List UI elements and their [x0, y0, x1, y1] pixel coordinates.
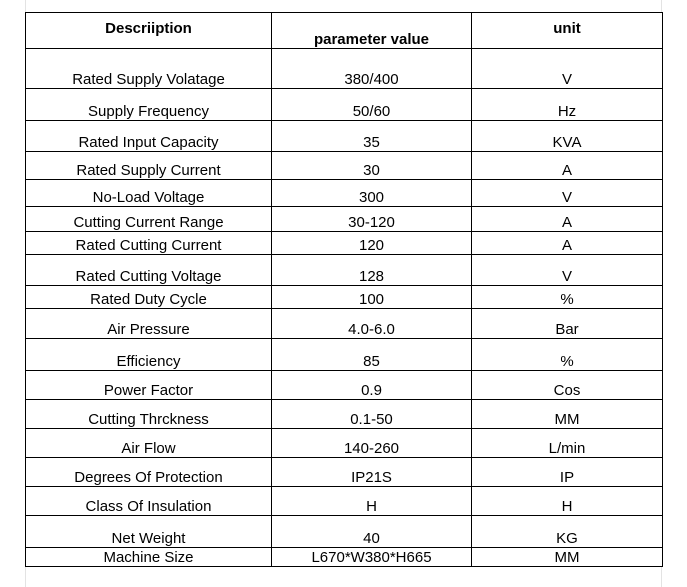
value-cell: 128	[271, 254, 472, 286]
description-cell: Cutting Current Range	[25, 206, 272, 232]
unit-cell: V	[471, 48, 663, 89]
unit-cell: MM	[471, 547, 663, 567]
value-cell: H	[271, 486, 472, 516]
unit-cell: Bar	[471, 308, 663, 339]
unit-cell: H	[471, 486, 663, 516]
description-cell: Cutting Thrckness	[25, 399, 272, 429]
unit-cell: Hz	[471, 88, 663, 121]
table-row: Class Of Insulation H H	[25, 486, 663, 516]
value-cell: 30-120	[271, 206, 472, 232]
table-row: Rated Cutting Voltage 128 V	[25, 254, 663, 286]
description-cell: Rated Cutting Current	[25, 231, 272, 255]
value-cell: 30	[271, 151, 472, 180]
description-cell: Rated Cutting Voltage	[25, 254, 272, 286]
table-row: Supply Frequency 50/60 Hz	[25, 88, 663, 121]
table-row: Degrees Of Protection IP21S IP	[25, 457, 663, 487]
description-cell: Degrees Of Protection	[25, 457, 272, 487]
value-cell: 0.1-50	[271, 399, 472, 429]
value-cell: L670*W380*H665	[271, 547, 472, 567]
header-unit: unit	[471, 12, 663, 49]
unit-cell: %	[471, 285, 663, 309]
value-cell: 50/60	[271, 88, 472, 121]
unit-cell: A	[471, 151, 663, 180]
value-cell: 4.0-6.0	[271, 308, 472, 339]
sheet-gridline	[25, 0, 26, 12]
sheet-gridline	[25, 566, 26, 587]
value-cell: 300	[271, 179, 472, 207]
description-cell: Rated Supply Current	[25, 151, 272, 180]
table-row: Machine Size L670*W380*H665 MM	[25, 547, 663, 567]
unit-cell: %	[471, 338, 663, 371]
value-cell: 380/400	[271, 48, 472, 89]
description-cell: Efficiency	[25, 338, 272, 371]
unit-cell: A	[471, 231, 663, 255]
unit-cell: IP	[471, 457, 663, 487]
table-row: Net Weight 40 KG	[25, 515, 663, 548]
description-cell: Power Factor	[25, 370, 272, 400]
table-row: Air Pressure 4.0-6.0 Bar	[25, 308, 663, 339]
value-cell: 120	[271, 231, 472, 255]
unit-cell: V	[471, 254, 663, 286]
table-row: Rated Cutting Current 120 A	[25, 231, 663, 255]
table-row: Rated Supply Current 30 A	[25, 151, 663, 180]
unit-cell: MM	[471, 399, 663, 429]
description-cell: Air Flow	[25, 428, 272, 458]
table-row: Power Factor 0.9 Cos	[25, 370, 663, 400]
table-row: Cutting Thrckness 0.1-50 MM	[25, 399, 663, 429]
header-description: Descriiption	[25, 12, 272, 49]
description-cell: Machine Size	[25, 547, 272, 567]
description-cell: Rated Supply Volatage	[25, 48, 272, 89]
description-cell: Net Weight	[25, 515, 272, 548]
value-cell: 140-260	[271, 428, 472, 458]
value-cell: 35	[271, 120, 472, 152]
table-row: Rated Duty Cycle 100 %	[25, 285, 663, 309]
spec-table: Descriiption parameter value unit Rated …	[25, 12, 663, 567]
sheet-gridline	[661, 0, 662, 12]
description-cell: Rated Duty Cycle	[25, 285, 272, 309]
unit-cell: V	[471, 179, 663, 207]
table-header-row: Descriiption parameter value unit	[25, 12, 663, 49]
unit-cell: KG	[471, 515, 663, 548]
description-cell: No-Load Voltage	[25, 179, 272, 207]
unit-cell: L/min	[471, 428, 663, 458]
description-cell: Rated Input Capacity	[25, 120, 272, 152]
table-row: Rated Input Capacity 35 KVA	[25, 120, 663, 152]
value-cell: 40	[271, 515, 472, 548]
table-row: Rated Supply Volatage 380/400 V	[25, 48, 663, 89]
value-cell: 85	[271, 338, 472, 371]
table-row: Efficiency 85 %	[25, 338, 663, 371]
header-parameter-value: parameter value	[271, 12, 472, 49]
value-cell: 0.9	[271, 370, 472, 400]
description-cell: Supply Frequency	[25, 88, 272, 121]
unit-cell: Cos	[471, 370, 663, 400]
table-row: Cutting Current Range 30-120 A	[25, 206, 663, 232]
description-cell: Class Of Insulation	[25, 486, 272, 516]
table-row: No-Load Voltage 300 V	[25, 179, 663, 207]
value-cell: IP21S	[271, 457, 472, 487]
table-row: Air Flow 140-260 L/min	[25, 428, 663, 458]
unit-cell: KVA	[471, 120, 663, 152]
unit-cell: A	[471, 206, 663, 232]
value-cell: 100	[271, 285, 472, 309]
description-cell: Air Pressure	[25, 308, 272, 339]
sheet-gridline	[661, 566, 662, 587]
